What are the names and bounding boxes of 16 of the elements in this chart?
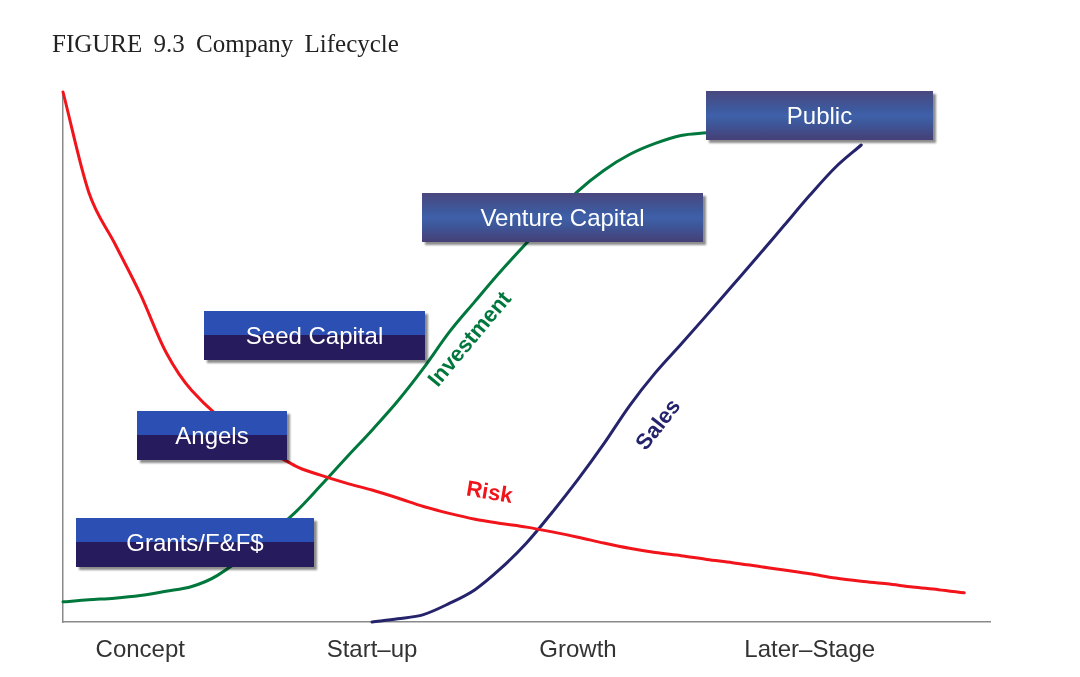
label-box: Angels	[137, 411, 287, 460]
x-tick-label: Later–Stage	[744, 635, 876, 663]
text: Risk	[464, 475, 516, 508]
label-box: Venture Capital	[422, 193, 703, 242]
annotation: Grants/F&F$	[126, 528, 264, 557]
label-box: Grants/F&F$	[76, 518, 314, 567]
x-tick-label: Start–up	[326, 635, 418, 663]
label-box: Public	[706, 91, 933, 140]
chart-title: FIGURE 9.3 Company Lifecycle	[52, 30, 399, 58]
x-tick-label: Concept	[95, 635, 186, 663]
annotation: Seed Capital	[245, 321, 384, 350]
annotation: Public	[786, 101, 853, 130]
annotation: Angels	[175, 421, 249, 450]
label-box: Seed Capital	[204, 311, 425, 360]
x-tick-label: Growth	[539, 635, 617, 663]
annotation: Venture Capital	[480, 203, 645, 232]
